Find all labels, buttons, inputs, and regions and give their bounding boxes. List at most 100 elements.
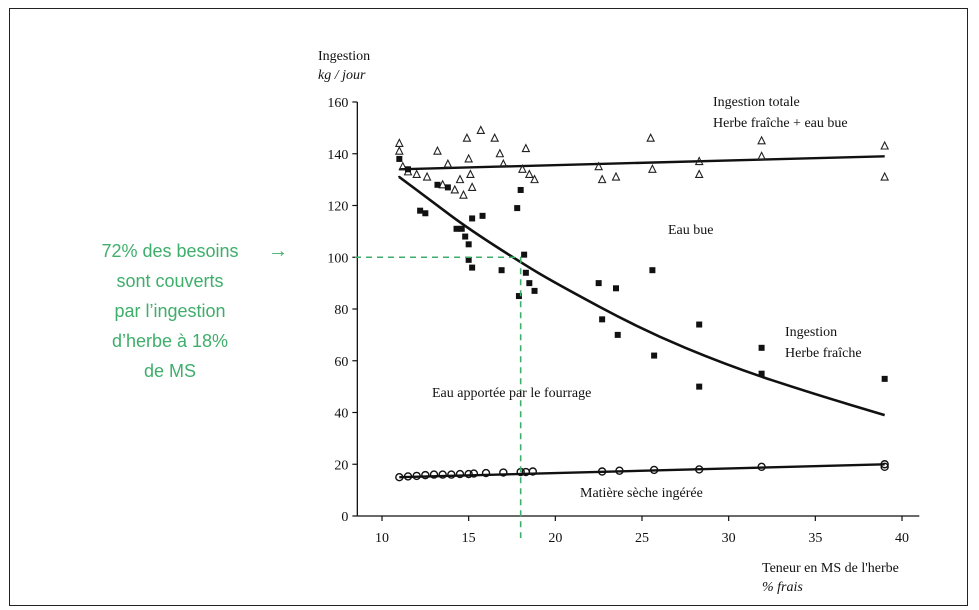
x-tick-label: 35 xyxy=(808,531,822,546)
square-point xyxy=(526,280,533,287)
triangle-point xyxy=(530,174,539,184)
square-point xyxy=(422,210,429,217)
square-point xyxy=(599,316,606,323)
square-point xyxy=(469,264,476,271)
y-tick-label: 120 xyxy=(327,200,348,215)
square-point xyxy=(515,293,522,300)
y-tick-label: 40 xyxy=(334,407,348,422)
square-point xyxy=(651,352,658,359)
trend-lines xyxy=(398,155,886,479)
square-point xyxy=(444,184,451,191)
circle-point xyxy=(455,469,465,479)
annotation-total-line2: Herbe fraîche + eau bue xyxy=(713,116,848,131)
axes xyxy=(352,101,920,521)
circle-point xyxy=(499,468,508,477)
arrow-right-icon: → xyxy=(268,240,288,262)
triangle-point xyxy=(646,132,656,142)
circle-point xyxy=(757,462,766,472)
square-point xyxy=(417,207,424,214)
square-point xyxy=(465,256,472,263)
square-point xyxy=(462,233,469,240)
x-tick-label: 30 xyxy=(722,531,736,546)
guide-lines xyxy=(355,256,522,538)
triangle-point xyxy=(455,174,465,184)
triangle-point xyxy=(412,169,422,178)
annotation-total-line1: Ingestion totale xyxy=(713,95,800,110)
circle-point xyxy=(447,470,456,479)
triangle-point xyxy=(757,135,766,145)
circle-point xyxy=(403,472,413,481)
note-line: par l’ingestion xyxy=(114,301,226,321)
square-point xyxy=(405,166,411,173)
y-tick-label: 0 xyxy=(341,510,348,525)
triangle-point xyxy=(464,153,474,163)
square-point xyxy=(595,280,602,287)
triangle-point xyxy=(394,145,404,155)
x-tick-label: 40 xyxy=(895,531,909,546)
triangle-point xyxy=(398,161,408,171)
x-tick-label: 25 xyxy=(635,531,649,546)
triangle-point xyxy=(880,171,890,181)
square-point xyxy=(758,370,765,377)
y-tick-label: 60 xyxy=(334,355,348,370)
triangle-point xyxy=(521,143,531,153)
triangle-point xyxy=(462,132,472,142)
circle-point xyxy=(464,469,473,479)
triangle-point xyxy=(694,156,704,166)
annotation-note: 72% des besoins sont couverts par l’inge… xyxy=(40,236,300,386)
x-axis-unit: % frais xyxy=(762,580,803,595)
square-point xyxy=(649,267,656,274)
dry-matter-line xyxy=(399,463,885,479)
square-point xyxy=(469,215,476,222)
circle-point xyxy=(438,470,447,479)
triangle-point xyxy=(450,184,460,194)
triangle-point xyxy=(495,148,505,158)
x-axis-title: Teneur en MS de l'herbe xyxy=(762,561,899,576)
square-point xyxy=(517,186,524,193)
annotation-ms: Matière sèche ingérée xyxy=(580,486,703,501)
square-point xyxy=(453,225,460,232)
triangle-point xyxy=(611,171,621,181)
triangle-point xyxy=(694,169,704,178)
x-tick-label: 15 xyxy=(462,531,476,546)
annotation-fresh-line2: Herbe fraîche xyxy=(785,346,862,361)
square-point xyxy=(479,212,486,219)
circle-point xyxy=(597,467,607,476)
triangle-point xyxy=(443,158,453,168)
triangle-point xyxy=(459,189,468,199)
circle-point xyxy=(421,470,430,480)
triangle-point xyxy=(524,169,534,178)
note-line: 72% des besoins xyxy=(101,241,239,261)
triangle-point xyxy=(476,125,486,135)
triangle-point xyxy=(880,140,890,150)
figure-frame xyxy=(9,8,968,606)
triangle-point xyxy=(394,138,404,147)
square-point xyxy=(881,375,888,382)
square-point xyxy=(531,287,538,294)
y-tick-label: 80 xyxy=(334,303,348,318)
square-point xyxy=(521,251,528,258)
square-point xyxy=(465,241,472,248)
square-point xyxy=(434,181,441,188)
circle-point xyxy=(429,470,439,479)
triangle-point xyxy=(466,169,475,178)
triangle-point xyxy=(433,145,442,155)
triangle-point xyxy=(597,174,607,184)
triangle-point xyxy=(498,158,508,168)
circle-point xyxy=(615,466,624,475)
square-point xyxy=(396,155,403,162)
annotation-fourrage: Eau apportée par le fourrage xyxy=(432,386,591,401)
total-ingestion-line xyxy=(399,155,885,171)
note-line: sont couverts xyxy=(116,271,224,291)
note-line: d’herbe à 18% xyxy=(111,331,229,351)
triangle-point xyxy=(422,171,432,181)
y-tick-label: 160 xyxy=(327,96,348,111)
square-point xyxy=(458,225,465,232)
square-point xyxy=(758,344,765,351)
y-tick-label: 100 xyxy=(327,251,348,266)
circle-point xyxy=(469,469,479,478)
square-point xyxy=(613,285,619,292)
x-tick-label: 10 xyxy=(375,531,389,546)
circle-point xyxy=(481,468,491,478)
